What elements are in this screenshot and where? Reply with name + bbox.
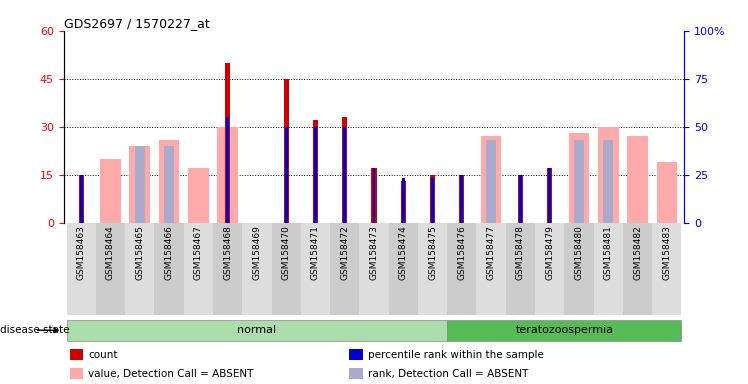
Bar xyxy=(129,146,150,223)
Bar xyxy=(226,117,229,223)
Text: normal: normal xyxy=(237,325,277,335)
Bar xyxy=(657,162,677,223)
Bar xyxy=(548,168,551,223)
Bar xyxy=(67,320,447,341)
Bar xyxy=(373,168,375,223)
Text: GSM158480: GSM158480 xyxy=(574,225,583,280)
Bar xyxy=(343,127,346,223)
Bar xyxy=(154,223,184,315)
Text: GSM158479: GSM158479 xyxy=(545,225,554,280)
Bar xyxy=(184,223,213,315)
Text: rank, Detection Call = ABSENT: rank, Detection Call = ABSENT xyxy=(368,369,528,379)
Text: GSM158469: GSM158469 xyxy=(252,225,261,280)
Bar xyxy=(430,175,435,223)
Text: GSM158475: GSM158475 xyxy=(428,225,437,280)
Bar xyxy=(431,178,434,223)
Bar xyxy=(213,223,242,315)
Bar xyxy=(349,368,363,379)
Text: GSM158467: GSM158467 xyxy=(194,225,203,280)
Text: GSM158468: GSM158468 xyxy=(223,225,232,280)
Bar xyxy=(67,223,96,315)
Bar xyxy=(594,223,623,315)
Bar xyxy=(70,368,84,379)
Bar xyxy=(272,223,301,315)
Bar xyxy=(418,223,447,315)
Bar xyxy=(188,168,209,223)
Bar xyxy=(349,349,363,360)
Bar xyxy=(96,223,125,315)
Bar xyxy=(218,127,238,223)
Text: percentile rank within the sample: percentile rank within the sample xyxy=(368,350,544,360)
Text: teratozoospermia: teratozoospermia xyxy=(515,325,613,335)
Bar xyxy=(574,139,584,223)
Bar xyxy=(283,79,289,223)
Text: GSM158466: GSM158466 xyxy=(165,225,174,280)
Bar xyxy=(598,127,619,223)
Bar xyxy=(314,127,317,223)
Text: GSM158470: GSM158470 xyxy=(282,225,291,280)
Text: GSM158471: GSM158471 xyxy=(311,225,320,280)
Text: GSM158473: GSM158473 xyxy=(370,225,378,280)
Bar xyxy=(535,223,564,315)
Text: GSM158472: GSM158472 xyxy=(340,225,349,280)
Bar xyxy=(371,168,377,223)
Bar xyxy=(652,223,681,315)
Bar xyxy=(486,139,496,223)
Bar xyxy=(460,175,463,223)
Bar xyxy=(401,181,406,223)
Text: count: count xyxy=(88,350,118,360)
Bar xyxy=(135,146,145,223)
Text: GSM158463: GSM158463 xyxy=(76,225,86,280)
Bar xyxy=(301,223,330,315)
Bar xyxy=(568,133,589,223)
Text: GSM158474: GSM158474 xyxy=(399,225,408,280)
Bar xyxy=(481,136,501,223)
Bar xyxy=(603,139,613,223)
Bar xyxy=(342,117,347,223)
Text: GSM158477: GSM158477 xyxy=(487,225,496,280)
Text: GSM158483: GSM158483 xyxy=(662,225,672,280)
Bar xyxy=(519,175,522,223)
Text: GSM158465: GSM158465 xyxy=(135,225,144,280)
Bar xyxy=(402,178,405,223)
Bar xyxy=(79,175,84,223)
Text: value, Detection Call = ABSENT: value, Detection Call = ABSENT xyxy=(88,369,254,379)
Bar xyxy=(547,168,552,223)
Text: GSM158478: GSM158478 xyxy=(516,225,525,280)
Bar xyxy=(518,175,523,223)
Bar xyxy=(125,223,154,315)
Bar xyxy=(159,139,180,223)
Bar xyxy=(447,223,476,315)
Bar xyxy=(628,136,648,223)
Bar xyxy=(70,349,84,360)
Bar xyxy=(242,223,272,315)
Text: GSM158481: GSM158481 xyxy=(604,225,613,280)
Bar xyxy=(313,120,318,223)
Text: GSM158482: GSM158482 xyxy=(633,225,642,280)
Bar xyxy=(100,159,120,223)
Bar xyxy=(359,223,389,315)
Bar xyxy=(476,223,506,315)
Bar xyxy=(285,127,288,223)
Text: disease state: disease state xyxy=(0,325,70,335)
Bar xyxy=(564,223,594,315)
Text: GSM158464: GSM158464 xyxy=(106,225,115,280)
Bar xyxy=(164,146,174,223)
Bar xyxy=(459,175,465,223)
Bar xyxy=(225,63,230,223)
Bar xyxy=(389,223,418,315)
Bar xyxy=(330,223,359,315)
Bar xyxy=(447,320,681,341)
Bar xyxy=(80,175,82,223)
Bar xyxy=(506,223,535,315)
Text: GDS2697 / 1570227_at: GDS2697 / 1570227_at xyxy=(64,17,209,30)
Text: GSM158476: GSM158476 xyxy=(457,225,466,280)
Bar xyxy=(623,223,652,315)
